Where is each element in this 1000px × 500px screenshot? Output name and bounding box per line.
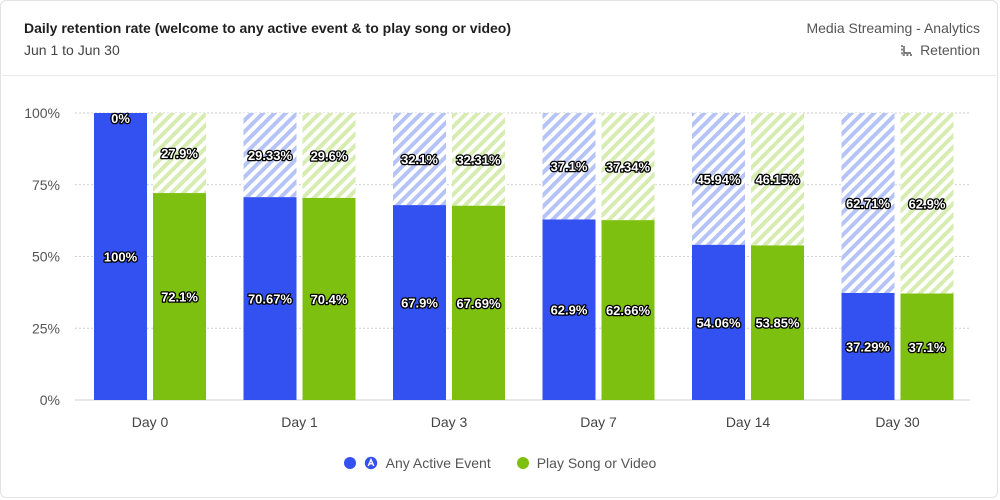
bar-dropped-label: 62.9% xyxy=(909,196,946,211)
bar-dropped-label: 32.1% xyxy=(401,152,438,167)
bar-dropped-segment[interactable] xyxy=(900,113,954,294)
project-name[interactable]: Media Streaming - Analytics xyxy=(806,20,980,36)
y-tick-label: 100% xyxy=(24,105,60,121)
bar-retained-label: 62.66% xyxy=(606,303,651,318)
bar-dropped-label: 62.71% xyxy=(846,196,891,211)
bar-dropped-segment[interactable] xyxy=(542,113,596,220)
bar-retained-segment[interactable] xyxy=(751,245,804,400)
bar-dropped-segment[interactable] xyxy=(302,113,356,198)
date-range[interactable]: Jun 1 to Jun 30 xyxy=(24,42,120,58)
bar-dropped-label: 29.33% xyxy=(248,148,293,163)
legend-item-play-song-or-video[interactable]: Play Song or Video xyxy=(516,455,657,471)
report-type-label: Retention xyxy=(920,42,980,58)
bar-retained-label: 54.06% xyxy=(696,315,741,330)
x-tick-label: Day 30 xyxy=(875,414,920,430)
bar-retained-label: 67.69% xyxy=(456,296,501,311)
x-tick-label: Day 1 xyxy=(281,414,318,430)
bar-dropped-label: 46.15% xyxy=(755,172,800,187)
bar-retained-segment[interactable] xyxy=(393,205,446,400)
bar-retained-label: 67.9% xyxy=(401,296,438,311)
bar-dropped-segment[interactable] xyxy=(452,113,505,206)
legend-swatch-play-song-or-video xyxy=(516,457,529,469)
bar-dropped-label: 37.34% xyxy=(606,160,651,175)
retention-bar-chart: 0% 25% 50% 75% 100% 100% 0% 72.1% 27.9% Day 0 70.… xyxy=(24,105,970,430)
bar-retained-label: 70.67% xyxy=(248,292,293,307)
x-tick-label: Day 14 xyxy=(726,414,771,430)
bar-dropped-label: 29.6% xyxy=(311,148,348,163)
bar-retained-segment[interactable] xyxy=(302,197,356,400)
bar-dropped-label: 37.1% xyxy=(551,159,588,174)
x-tick-label: Day 7 xyxy=(580,414,617,430)
bar-retained-label: 62.9% xyxy=(551,303,588,318)
bar-retained-segment[interactable] xyxy=(841,292,895,400)
bar-dropped-label: 27.9% xyxy=(161,146,198,161)
bar-dropped-segment[interactable] xyxy=(243,113,297,198)
bar-retained-label: 37.29% xyxy=(846,339,891,354)
bar-dropped-segment[interactable] xyxy=(153,113,206,194)
y-tick-label: 0% xyxy=(40,392,60,408)
bar-retained-label: 70.4% xyxy=(311,292,348,307)
y-tick-label: 50% xyxy=(32,249,60,265)
legend-swatch-any-active-event xyxy=(343,457,356,469)
legend: Any Active Event Play Song or Video xyxy=(0,455,1000,471)
bar-dropped-segment[interactable] xyxy=(601,113,655,221)
bar-retained-label: 100% xyxy=(104,250,138,265)
bar-retained-label: 53.85% xyxy=(755,316,800,331)
header-divider xyxy=(2,75,996,76)
y-tick-label: 25% xyxy=(32,320,60,336)
bar-retained-segment[interactable] xyxy=(542,219,596,400)
bar-retained-segment[interactable] xyxy=(601,220,655,400)
bar-dropped-label: 0% xyxy=(111,111,130,126)
bar-dropped-label: 32.31% xyxy=(456,152,501,167)
bar-retained-segment[interactable] xyxy=(94,113,147,400)
x-tick-label: Day 3 xyxy=(431,414,468,430)
legend-label: Play Song or Video xyxy=(536,455,657,471)
bar-dropped-segment[interactable] xyxy=(393,113,446,206)
bar-retained-segment[interactable] xyxy=(243,197,297,400)
bar-dropped-segment[interactable] xyxy=(751,113,804,246)
chart-title: Daily retention rate (welcome to any act… xyxy=(24,20,512,36)
legend-item-any-active-event[interactable]: Any Active Event xyxy=(343,455,491,471)
legend-label: Any Active Event xyxy=(385,455,491,471)
bar-dropped-label: 45.94% xyxy=(696,172,741,187)
bar-retained-segment[interactable] xyxy=(452,205,505,400)
bar-dropped-segment[interactable] xyxy=(692,113,745,245)
bar-retained-segment[interactable] xyxy=(153,193,206,400)
y-tick-label: 75% xyxy=(32,177,60,193)
bar-retained-label: 72.1% xyxy=(161,290,198,305)
bar-retained-segment[interactable] xyxy=(900,293,954,400)
x-tick-label: Day 0 xyxy=(132,414,169,430)
retention-icon xyxy=(901,45,913,56)
bar-retained-label: 37.1% xyxy=(909,340,946,355)
any-active-event-icon xyxy=(364,456,377,470)
report-type[interactable]: Retention xyxy=(900,42,980,58)
bar-dropped-segment[interactable] xyxy=(841,113,895,293)
bar-retained-segment[interactable] xyxy=(692,244,745,400)
